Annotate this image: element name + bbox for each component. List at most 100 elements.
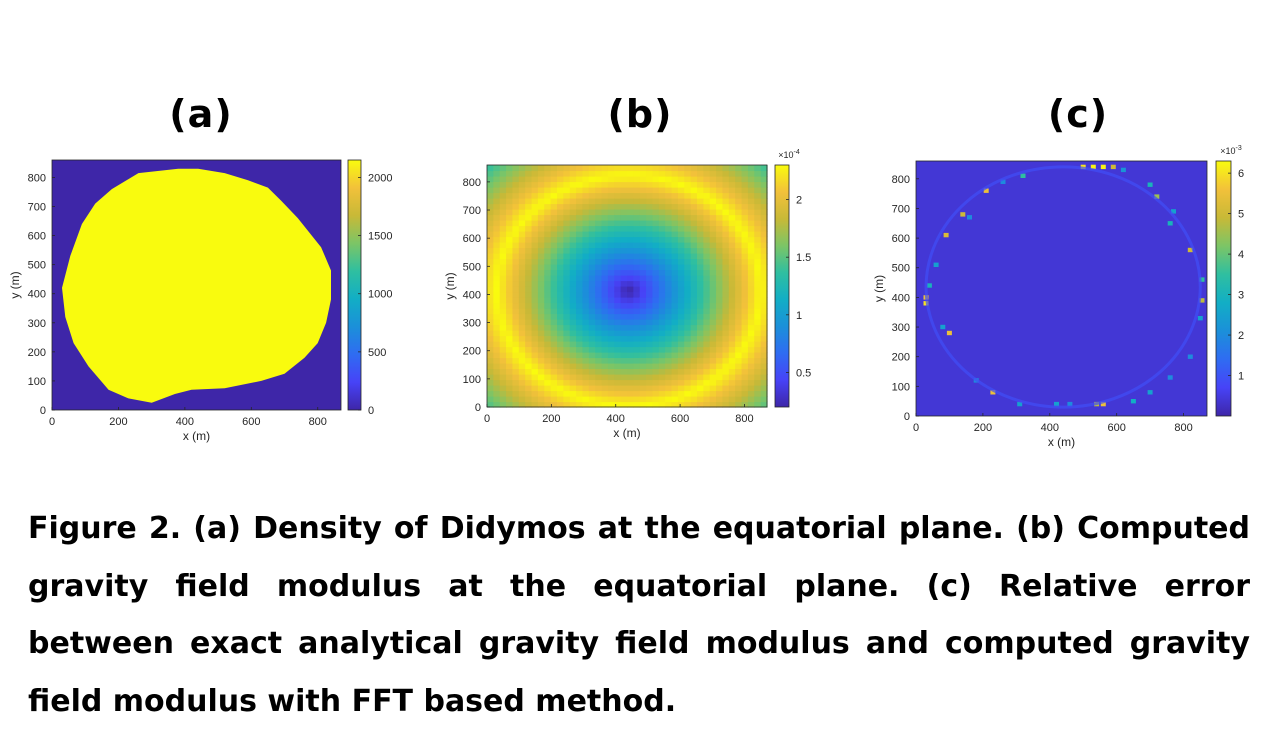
field-cell xyxy=(537,231,545,238)
field-cell xyxy=(741,264,749,271)
field-cell xyxy=(671,165,679,172)
field-cell xyxy=(487,363,494,370)
field-cell xyxy=(690,368,698,375)
field-cell xyxy=(652,176,660,183)
field-cell xyxy=(671,379,679,386)
field-cell xyxy=(531,330,539,337)
field-cell xyxy=(747,291,755,298)
field-cell xyxy=(557,181,564,188)
field-cell xyxy=(728,341,736,348)
field-cell xyxy=(633,247,641,254)
field-cell xyxy=(614,187,622,194)
field-cell xyxy=(684,264,692,271)
field-cell xyxy=(716,379,724,386)
field-cell xyxy=(747,209,755,216)
field-cell xyxy=(576,379,584,386)
field-cell xyxy=(576,346,584,353)
field-cell xyxy=(709,324,717,331)
field-cell xyxy=(747,346,755,353)
field-cell xyxy=(506,275,514,282)
field-cell xyxy=(518,181,526,188)
field-cell xyxy=(709,236,717,243)
field-cell xyxy=(684,286,692,293)
field-cell xyxy=(506,187,514,194)
field-cell xyxy=(582,187,590,194)
field-cell xyxy=(512,187,520,194)
field-cell xyxy=(703,341,711,348)
field-cell xyxy=(557,220,564,227)
field-cell xyxy=(677,352,685,359)
field-cell xyxy=(671,214,679,221)
x-tick-label: 0 xyxy=(913,422,919,434)
field-cell xyxy=(544,214,552,221)
field-cell xyxy=(550,236,558,243)
field-cell xyxy=(760,291,768,298)
field-cell xyxy=(735,220,743,227)
field-cell xyxy=(747,319,755,326)
field-cell xyxy=(487,275,494,282)
field-cell xyxy=(557,363,564,370)
field-cell xyxy=(531,324,539,331)
field-cell xyxy=(569,253,577,260)
field-cell xyxy=(665,253,673,260)
field-cell xyxy=(677,396,685,403)
field-cell xyxy=(658,396,666,403)
field-cell xyxy=(639,209,647,216)
x-tick-label: 600 xyxy=(1108,422,1126,434)
field-cell xyxy=(677,297,685,304)
field-cell xyxy=(525,209,533,216)
field-cell xyxy=(690,363,698,370)
field-cell xyxy=(563,346,571,353)
field-cell xyxy=(569,319,577,326)
x-tick-label: 0 xyxy=(484,413,490,425)
field-cell xyxy=(614,291,622,298)
field-cell xyxy=(557,352,564,359)
field-cell xyxy=(576,324,584,331)
field-cell xyxy=(487,198,494,205)
field-cell xyxy=(620,242,628,249)
field-cell xyxy=(582,264,590,271)
field-cell xyxy=(646,280,654,287)
field-cell xyxy=(493,319,501,326)
field-cell xyxy=(665,330,673,337)
field-cell xyxy=(614,352,622,359)
field-cell xyxy=(493,258,501,265)
field-cell xyxy=(531,396,539,403)
field-cell xyxy=(493,374,501,381)
field-cell xyxy=(728,165,736,172)
y-axis-label: y (m) xyxy=(8,271,22,298)
field-cell xyxy=(620,192,628,199)
field-cell xyxy=(544,352,552,359)
field-cell xyxy=(735,264,743,271)
field-cell xyxy=(537,280,545,287)
field-cell xyxy=(601,368,609,375)
field-cell xyxy=(646,258,654,265)
field-cell xyxy=(684,297,692,304)
field-cell xyxy=(499,225,507,232)
field-cell xyxy=(493,198,501,205)
field-cell xyxy=(652,236,660,243)
field-cell xyxy=(525,280,533,287)
field-cell xyxy=(512,390,520,397)
field-cell xyxy=(633,341,641,348)
field-cell xyxy=(677,308,685,315)
field-cell xyxy=(569,264,577,271)
field-cell xyxy=(639,264,647,271)
field-cell xyxy=(493,176,501,183)
field-cell xyxy=(518,209,526,216)
field-cell xyxy=(537,225,545,232)
field-cell xyxy=(588,181,596,188)
field-cell xyxy=(531,401,539,408)
field-cell xyxy=(728,352,736,359)
field-cell xyxy=(506,176,514,183)
field-cell xyxy=(614,313,622,320)
field-cell xyxy=(582,308,590,315)
field-cell xyxy=(493,346,501,353)
field-cell xyxy=(544,357,552,364)
field-cell xyxy=(760,324,768,331)
field-cell xyxy=(741,297,749,304)
field-cell xyxy=(550,352,558,359)
y-tick-label: 300 xyxy=(463,318,481,330)
field-cell xyxy=(601,214,609,221)
field-cell xyxy=(747,330,755,337)
